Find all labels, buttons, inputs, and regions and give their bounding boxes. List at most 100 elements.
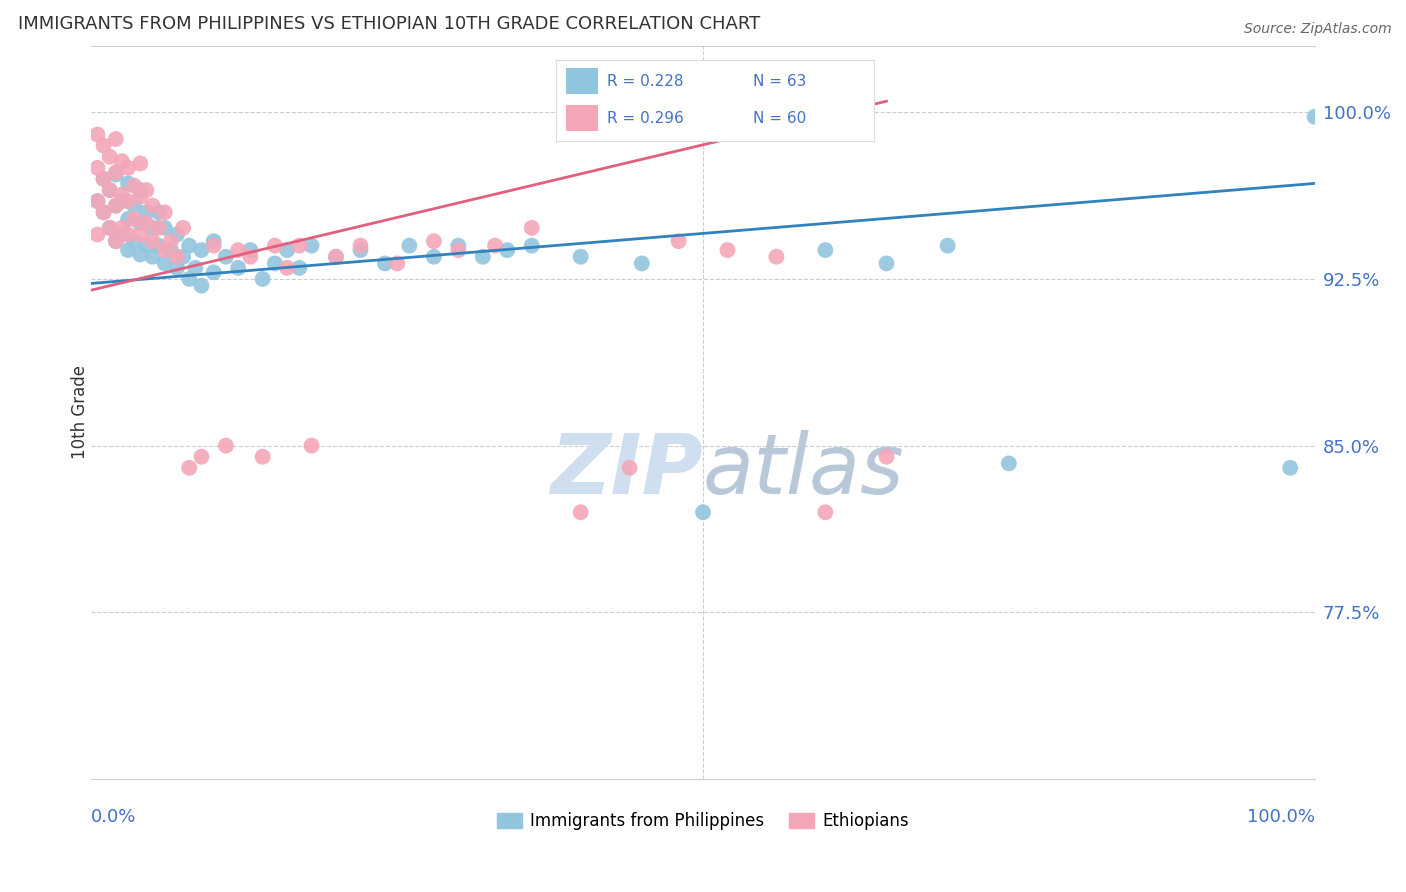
Point: [276, 260, 298, 275]
Point: [569, 250, 592, 264]
Point: [184, 260, 207, 275]
Point: [122, 199, 145, 213]
Point: [447, 238, 470, 252]
Point: [148, 238, 170, 252]
Text: atlas: atlas: [703, 431, 904, 511]
Point: [190, 450, 212, 464]
Point: [86, 128, 108, 142]
Point: [172, 220, 194, 235]
Point: [129, 247, 152, 261]
Point: [226, 243, 249, 257]
Point: [129, 190, 152, 204]
Point: [122, 234, 145, 248]
Point: [496, 243, 519, 257]
Point: [520, 238, 543, 252]
Point: [1303, 110, 1326, 124]
Point: [202, 234, 225, 248]
Point: [117, 243, 139, 257]
Point: [325, 250, 347, 264]
Point: [117, 161, 139, 175]
Point: [111, 187, 134, 202]
Point: [1279, 460, 1302, 475]
Point: [104, 234, 127, 248]
Point: [148, 205, 170, 219]
Point: [93, 205, 115, 219]
Point: [86, 194, 108, 209]
Point: [153, 256, 176, 270]
Text: 0.0%: 0.0%: [91, 808, 136, 826]
Point: [692, 505, 714, 519]
Point: [117, 194, 139, 209]
Point: [631, 256, 654, 270]
Point: [160, 243, 183, 257]
Text: ZIP: ZIP: [550, 431, 703, 511]
Point: [288, 260, 311, 275]
Text: 100.0%: 100.0%: [1247, 808, 1315, 826]
Point: [93, 205, 115, 219]
Point: [447, 243, 470, 257]
Point: [117, 211, 139, 226]
Point: [166, 260, 188, 275]
Point: [104, 199, 127, 213]
Point: [86, 194, 108, 209]
Point: [179, 272, 201, 286]
Point: [135, 183, 157, 197]
Point: [104, 132, 127, 146]
Point: [98, 220, 121, 235]
Point: [385, 256, 408, 270]
Point: [93, 172, 115, 186]
Point: [153, 243, 176, 257]
Point: [619, 460, 641, 475]
Point: [349, 243, 371, 257]
Point: [263, 238, 285, 252]
Point: [111, 227, 134, 242]
Point: [374, 256, 396, 270]
Point: [160, 234, 183, 248]
Point: [104, 199, 127, 213]
Point: [998, 457, 1021, 471]
Text: IMMIGRANTS FROM PHILIPPINES VS ETHIOPIAN 10TH GRADE CORRELATION CHART: IMMIGRANTS FROM PHILIPPINES VS ETHIOPIAN…: [18, 15, 761, 33]
Point: [876, 256, 898, 270]
Point: [190, 243, 212, 257]
Point: [86, 227, 108, 242]
Point: [252, 272, 274, 286]
Point: [153, 205, 176, 219]
Point: [239, 250, 262, 264]
Point: [263, 256, 285, 270]
Point: [98, 150, 121, 164]
Point: [814, 505, 837, 519]
Point: [111, 194, 134, 209]
Point: [141, 199, 163, 213]
Point: [93, 172, 115, 186]
Point: [172, 250, 194, 264]
Point: [111, 154, 134, 169]
Point: [129, 216, 152, 230]
Point: [141, 220, 163, 235]
Point: [876, 450, 898, 464]
Point: [349, 238, 371, 252]
Point: [86, 161, 108, 175]
Point: [288, 238, 311, 252]
Point: [276, 243, 298, 257]
Point: [423, 234, 446, 248]
Point: [117, 177, 139, 191]
Point: [141, 250, 163, 264]
Point: [301, 238, 323, 252]
Point: [226, 260, 249, 275]
Point: [765, 250, 787, 264]
Point: [936, 238, 959, 252]
Point: [129, 156, 152, 170]
Point: [301, 439, 323, 453]
Point: [252, 450, 274, 464]
Point: [135, 216, 157, 230]
Point: [814, 243, 837, 257]
Point: [179, 238, 201, 252]
Point: [215, 250, 238, 264]
Point: [129, 227, 152, 242]
Point: [166, 250, 188, 264]
Y-axis label: 10th Grade: 10th Grade: [72, 366, 89, 459]
Point: [471, 250, 494, 264]
Point: [190, 278, 212, 293]
Point: [148, 220, 170, 235]
Point: [179, 460, 201, 475]
